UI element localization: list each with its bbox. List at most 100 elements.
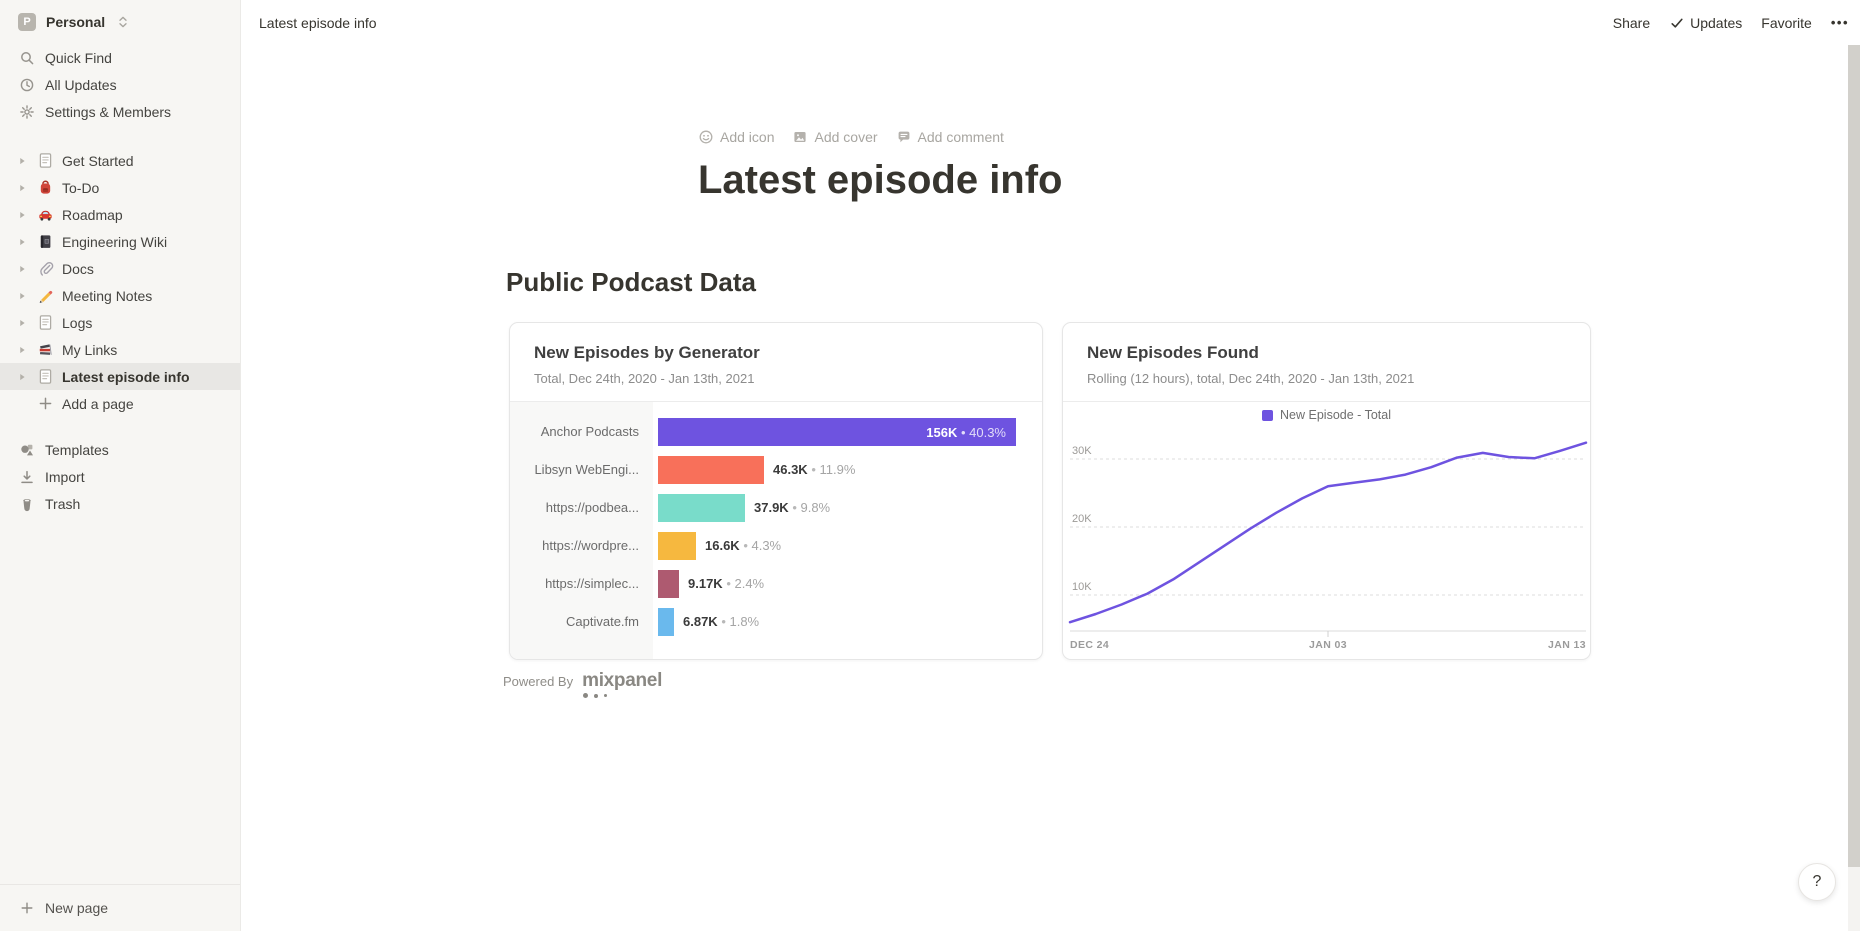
- sidebar-item-label: All Updates: [45, 76, 117, 93]
- sidebar-item-label: Quick Find: [45, 49, 112, 66]
- sidebar-item-label: Latest episode info: [62, 368, 190, 385]
- mixpanel-logo-dots: [583, 693, 662, 698]
- page-content: Add icon Add cover Add comment Latest epis…: [241, 45, 1863, 931]
- toggle-icon[interactable]: [14, 180, 30, 196]
- toggle-icon[interactable]: [14, 153, 30, 169]
- clock-icon: [19, 77, 35, 93]
- chart-subtitle: Total, Dec 24th, 2020 - Jan 13th, 2021: [534, 371, 755, 386]
- powered-by-mixpanel-link[interactable]: Powered By mixpanel: [503, 670, 662, 698]
- sidebar-item-label: My Links: [62, 341, 118, 358]
- sidebar-item-roadmap[interactable]: Roadmap: [0, 201, 240, 228]
- sidebar-footer: Templates Import Trash: [0, 436, 240, 517]
- toggle-icon[interactable]: [14, 315, 30, 331]
- page-icon: [36, 152, 54, 170]
- workspace-switcher[interactable]: P Personal: [0, 0, 240, 37]
- share-label: Share: [1612, 14, 1651, 31]
- sidebar-item-trash[interactable]: Trash: [0, 490, 240, 517]
- sidebar-pages: Get Started To-Do Roadmap Engineering Wiki D…: [0, 147, 240, 390]
- sidebar-menu: Quick Find All Updates Settings & Members: [0, 44, 240, 125]
- mixpanel-embed-line-chart[interactable]: New Episodes Found Rolling (12 hours), t…: [1062, 322, 1591, 660]
- action-label: Add comment: [917, 129, 1004, 145]
- add-icon-button[interactable]: Add icon: [698, 129, 774, 145]
- updates-label: Updates: [1690, 14, 1743, 31]
- sidebar-item-label: Engineering Wiki: [62, 233, 168, 250]
- section-heading[interactable]: Public Podcast Data: [506, 267, 756, 297]
- sidebar: P Personal Quick Find All Updates Settings…: [0, 0, 241, 931]
- line-chart-area: New Episode - Total 30K 20K 10K DEC 24 JAN 0…: [1063, 402, 1590, 659]
- sidebar-item-get-started[interactable]: Get Started: [0, 147, 240, 174]
- backpack-icon: [36, 179, 54, 197]
- sidebar-item-docs[interactable]: Docs: [0, 255, 240, 282]
- favorite-button[interactable]: Favorite: [1761, 15, 1812, 31]
- favorite-label: Favorite: [1761, 14, 1812, 31]
- books-icon: [36, 341, 54, 359]
- import-icon: [19, 469, 35, 485]
- more-options-button[interactable]: •••: [1830, 15, 1849, 30]
- sidebar-item-label: Roadmap: [62, 206, 123, 223]
- bar-row-label: https://simplec...: [545, 576, 639, 591]
- legend-label: New Episode - Total: [1280, 408, 1391, 422]
- y-axis-tick-label: 10K: [1072, 581, 1092, 593]
- bar-https-simplec: [658, 570, 679, 598]
- sidebar-item-quick-find[interactable]: Quick Find: [0, 44, 240, 71]
- emoji-icon: [698, 129, 714, 145]
- sidebar-item-engineering-wiki[interactable]: Engineering Wiki: [0, 228, 240, 255]
- sidebar-item-templates[interactable]: Templates: [0, 436, 240, 463]
- action-label: Add cover: [814, 129, 878, 145]
- chart-title: New Episodes by Generator: [534, 343, 760, 362]
- workspace-name: Personal: [46, 14, 106, 30]
- page-icon: [36, 314, 54, 332]
- bar-label-column: [510, 402, 653, 659]
- help-button[interactable]: ?: [1798, 863, 1836, 901]
- bar-value-label: 37.9K • 9.8%: [754, 500, 831, 515]
- new-page-button[interactable]: New page: [0, 884, 240, 931]
- share-button[interactable]: Share: [1613, 15, 1650, 31]
- bar-libsyn-webengi: [658, 456, 764, 484]
- trash-icon: [19, 496, 35, 512]
- chart-legend: New Episode - Total: [1063, 403, 1590, 427]
- sidebar-item-import[interactable]: Import: [0, 463, 240, 490]
- page-hover-actions: Add icon Add cover Add comment: [698, 129, 1004, 145]
- check-icon: [1669, 15, 1685, 31]
- sidebar-item-label: To-Do: [62, 179, 100, 196]
- mixpanel-logo: mixpanel: [582, 670, 663, 691]
- page-title[interactable]: Latest episode info: [698, 158, 1063, 202]
- y-axis-tick-label: 20K: [1072, 513, 1092, 525]
- notebook-icon: [36, 233, 54, 251]
- scrollbar-thumb[interactable]: [1848, 45, 1860, 867]
- paperclip-icon: [36, 260, 54, 278]
- toggle-icon[interactable]: [14, 234, 30, 250]
- x-axis-tick-label: JAN 13: [1548, 639, 1586, 651]
- toggle-icon[interactable]: [14, 369, 30, 385]
- toggle-icon[interactable]: [14, 288, 30, 304]
- powered-by-label: Powered By: [503, 674, 574, 689]
- updates-button[interactable]: Updates: [1669, 15, 1742, 31]
- add-comment-button[interactable]: Add comment: [896, 129, 1004, 145]
- add-cover-button[interactable]: Add cover: [792, 129, 878, 145]
- action-label: Add icon: [720, 129, 775, 145]
- chart-title: New Episodes Found: [1087, 343, 1259, 362]
- sidebar-item-logs[interactable]: Logs: [0, 309, 240, 336]
- toggle-icon[interactable]: [14, 261, 30, 277]
- sidebar-item-settings-members[interactable]: Settings & Members: [0, 98, 240, 125]
- sidebar-item-label: Docs: [62, 260, 94, 277]
- toggle-icon[interactable]: [14, 207, 30, 223]
- sidebar-item-all-updates[interactable]: All Updates: [0, 71, 240, 98]
- sidebar-item-my-links[interactable]: My Links: [0, 336, 240, 363]
- add-a-page-button[interactable]: Add a page: [0, 390, 240, 417]
- toggle-icon[interactable]: [14, 342, 30, 358]
- comment-icon: [896, 129, 912, 145]
- sidebar-item-meeting-notes[interactable]: Meeting Notes: [0, 282, 240, 309]
- bar-value-label: 6.87K • 1.8%: [683, 614, 760, 629]
- sidebar-item-label: Settings & Members: [45, 103, 172, 120]
- card-divider: [510, 401, 1042, 402]
- breadcrumb[interactable]: Latest episode info: [259, 14, 377, 31]
- sidebar-item-label: Meeting Notes: [62, 287, 153, 304]
- sidebar-item-latest-episode-info[interactable]: Latest episode info: [0, 363, 240, 390]
- mixpanel-embed-bar-chart[interactable]: New Episodes by Generator Total, Dec 24t…: [509, 322, 1043, 660]
- sidebar-item-to-do[interactable]: To-Do: [0, 174, 240, 201]
- bar-value-label: 156K • 40.3%: [926, 424, 1006, 440]
- new-page-label: New page: [45, 900, 109, 916]
- pencil-icon: [36, 287, 54, 305]
- sidebar-item-label: Trash: [45, 495, 81, 512]
